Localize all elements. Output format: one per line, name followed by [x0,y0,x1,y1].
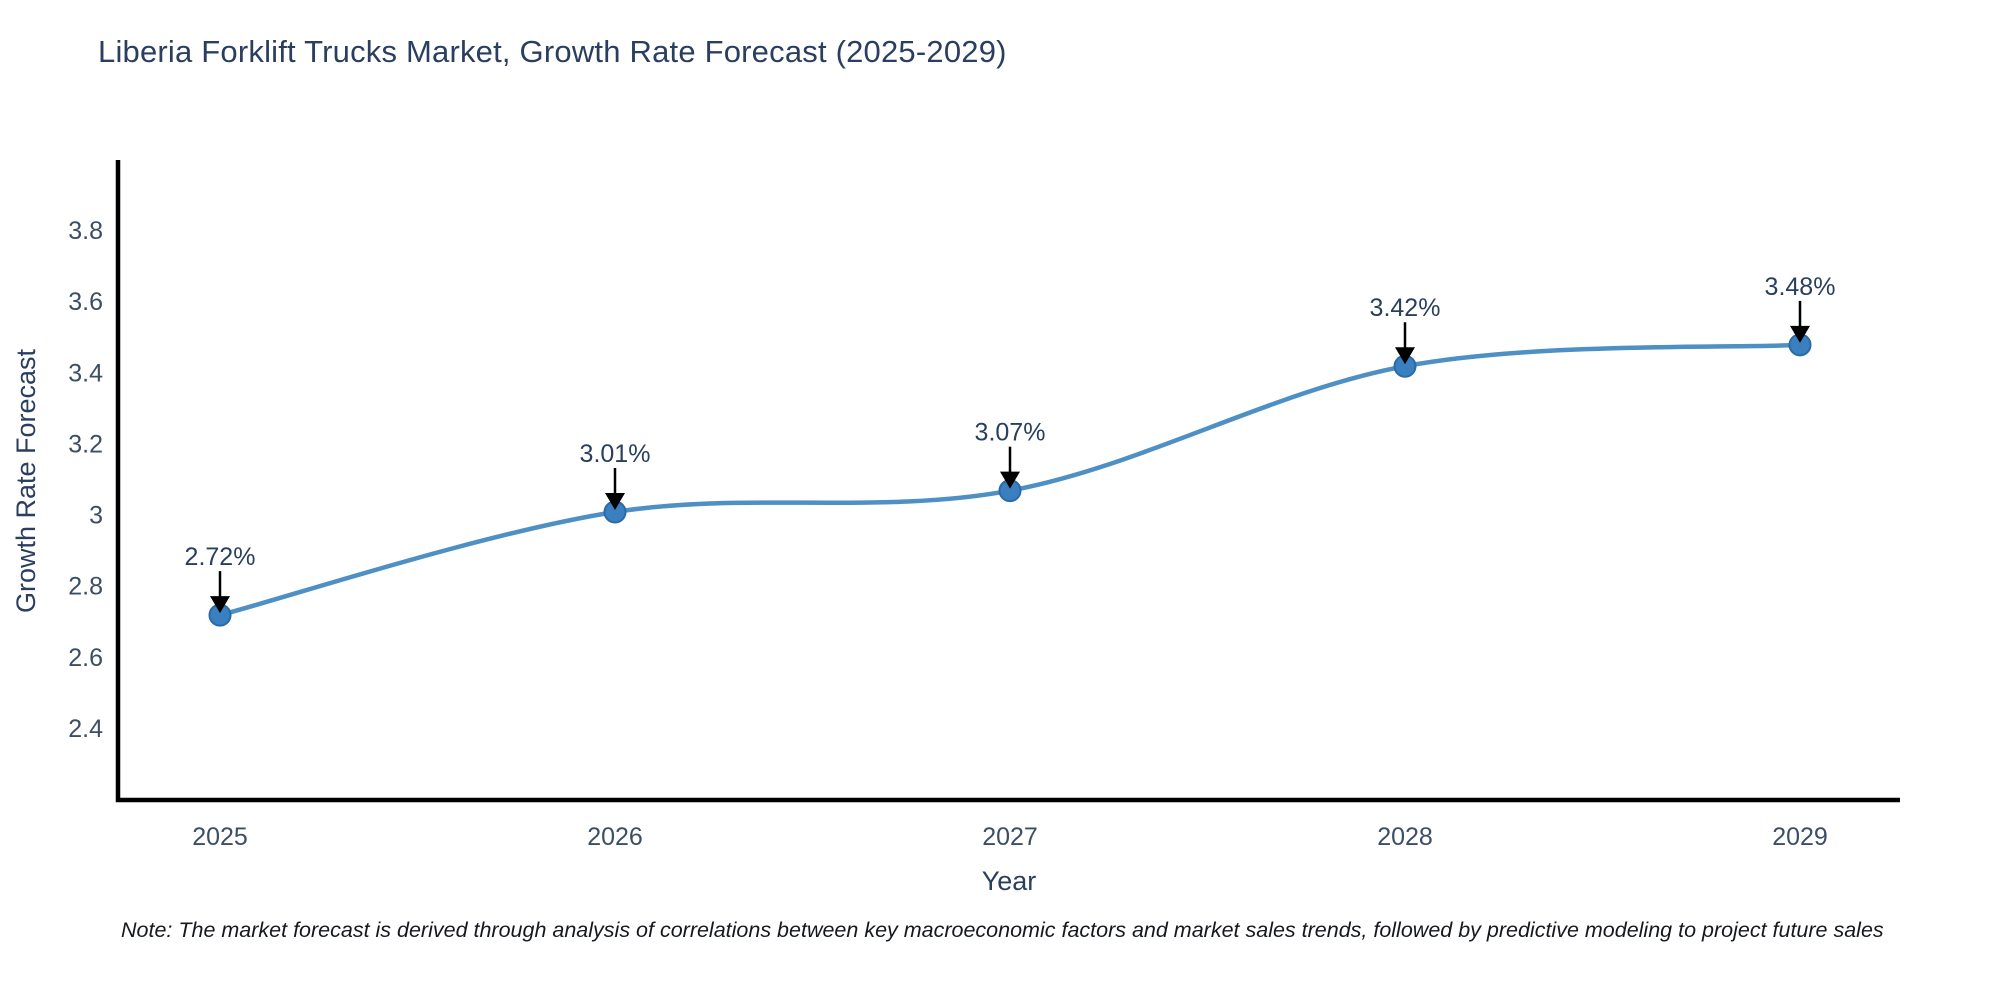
x-tick-label: 2025 [192,823,248,851]
annotation-arrowhead [605,493,625,510]
x-tick-label: 2026 [587,823,643,851]
annotation-label: 3.42% [1370,294,1441,322]
y-tick-label: 2.8 [68,573,103,601]
y-tick-label: 3.4 [68,359,103,387]
annotation-arrowhead [1790,325,1810,343]
x-axis-title: Year [981,866,1037,896]
y-axis-title: Growth Rate Forecast [11,348,41,614]
annotation-label: 3.07% [975,419,1046,447]
annotation-arrowhead [210,596,230,614]
y-tick-label: 3.2 [68,430,103,458]
annotation-label: 3.01% [580,440,651,468]
y-tick-label: 2.4 [68,715,103,743]
annotation-label: 3.48% [1765,273,1836,301]
y-tick-label: 3.8 [68,217,103,245]
annotation-label: 2.72% [185,543,256,571]
chart-title: Liberia Forklift Trucks Market, Growth R… [98,34,1007,69]
axis-lines [115,160,1900,803]
y-tick-label: 3 [89,502,103,530]
y-tick-label: 2.6 [68,644,103,672]
x-tick-label: 2029 [1772,823,1828,851]
x-tick-label: 2028 [1377,823,1433,851]
footnote: Note: The market forecast is derived thr… [121,918,1884,942]
annotation-arrowhead [1395,347,1415,365]
x-tick-label: 2027 [982,823,1038,851]
y-tick-label: 3.6 [68,288,103,316]
annotation-arrowhead [1000,471,1020,489]
